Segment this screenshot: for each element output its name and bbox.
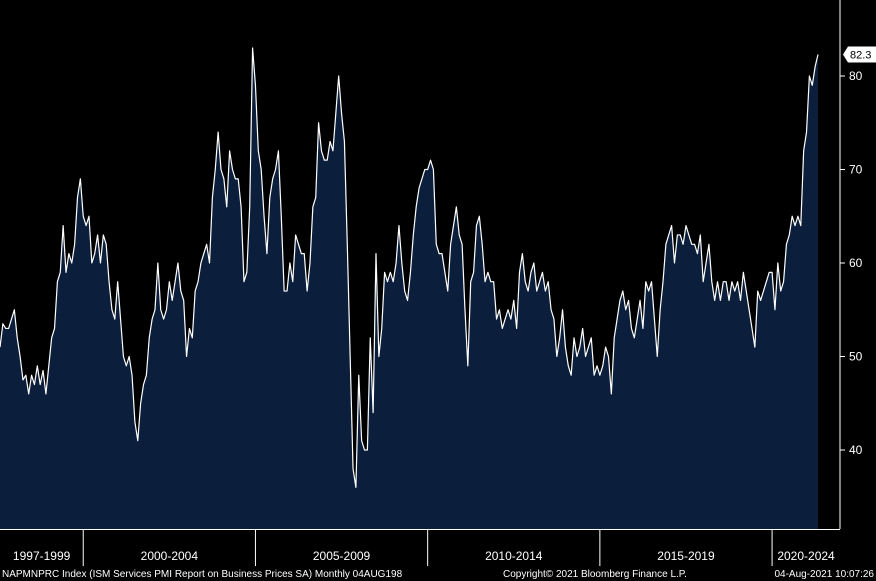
period-label: 2010-2014 xyxy=(485,549,543,563)
y-tick-label: 70 xyxy=(849,163,863,177)
x-axis-periods: 1997-1999 2000-2004 2005-2009 2010-2014 2015… xyxy=(0,529,840,566)
last-value-badge-shape xyxy=(843,46,876,63)
period-label: 2015-2019 xyxy=(657,549,715,563)
y-tick-label: 40 xyxy=(849,443,863,457)
period-label: 2005-2009 xyxy=(313,549,371,563)
period-label: 2000-2004 xyxy=(141,549,199,563)
y-axis: 40 50 60 70 80 xyxy=(839,0,863,529)
footer-copyright: Copyright© 2021 Bloomberg Finance L.P. xyxy=(503,569,687,580)
footer: NAPMNPRC Index (ISM Services PMI Report … xyxy=(2,569,874,580)
area-layer xyxy=(0,47,819,529)
series-line xyxy=(0,47,819,488)
y-tick-label: 80 xyxy=(849,69,863,83)
y-tick-label: 60 xyxy=(849,256,863,270)
last-value-badge: 82.3 xyxy=(843,46,876,63)
period-label: 2020-2024 xyxy=(777,549,835,563)
last-value-label: 82.3 xyxy=(850,49,871,61)
period-label: 1997-1999 xyxy=(13,549,71,563)
y-tick-label: 50 xyxy=(849,350,863,364)
footer-ticker: NAPMNPRC Index (ISM Services PMI Report … xyxy=(2,569,403,580)
footer-timestamp: 04-Aug-2021 10:07:26 xyxy=(774,569,874,580)
